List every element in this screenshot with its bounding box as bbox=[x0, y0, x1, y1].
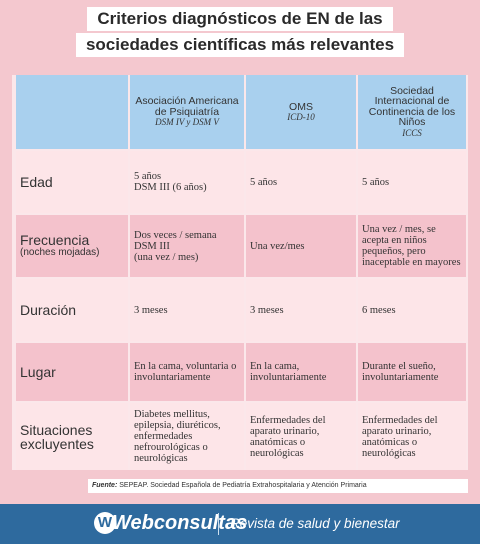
cell-apa: Diabetes mellitus, epilepsia, diuréticos… bbox=[130, 403, 244, 470]
table-row: Lugar En la cama, voluntaria o involunta… bbox=[12, 343, 468, 401]
row-label: Frecuencia (noches mojadas) bbox=[16, 215, 128, 277]
footer-bar: W Webconsultas Revista de salud y bienes… bbox=[0, 504, 480, 544]
row-label: Lugar bbox=[16, 343, 128, 401]
header-oms: OMS ICD-10 bbox=[246, 75, 356, 149]
cell-iccs: 5 años bbox=[358, 151, 466, 213]
cell-oms: Una vez/mes bbox=[246, 215, 356, 277]
cell-iccs: Enfermedades del aparato urinario, anató… bbox=[358, 403, 466, 470]
header-oms-sub: ICD-10 bbox=[287, 112, 315, 122]
header-apa-name: Asociación Americana de Psiquiatría bbox=[135, 95, 239, 118]
header-apa: Asociación Americana de Psiquiatría DSM … bbox=[130, 75, 244, 149]
header-iccs: Sociedad Internacional de Continencia de… bbox=[358, 75, 466, 149]
table-row: Frecuencia (noches mojadas) Dos veces / … bbox=[12, 215, 468, 277]
title-line-2: sociedades científicas más relevantes bbox=[75, 33, 405, 57]
table-row: Edad 5 años DSM III (6 años) 5 años 5 añ… bbox=[12, 151, 468, 213]
header-apa-sub: DSM IV y DSM V bbox=[155, 117, 219, 128]
footer-divider bbox=[218, 513, 219, 535]
table-row: Duración 3 meses 3 meses 6 meses bbox=[12, 279, 468, 341]
source-text: SEPEAP. Sociedad Española de Pediatría E… bbox=[119, 482, 367, 489]
cell-apa: 3 meses bbox=[130, 279, 244, 341]
row-label: Duración bbox=[16, 279, 128, 341]
row-label-main: Frecuencia bbox=[20, 232, 90, 248]
criteria-table: Asociación Americana de Psiquiatría DSM … bbox=[12, 75, 468, 470]
source-note: Fuente: SEPEAP. Sociedad Española de Ped… bbox=[88, 479, 468, 493]
tagline: Revista de salud y bienestar bbox=[230, 516, 400, 531]
header-empty-cell bbox=[16, 75, 128, 149]
title: Criterios diagnósticos de EN de las soci… bbox=[0, 6, 480, 58]
title-line-1: Criterios diagnósticos de EN de las bbox=[87, 7, 393, 31]
cell-oms: Enfermedades del aparato urinario, anató… bbox=[246, 403, 356, 470]
header-oms-name: OMS bbox=[289, 100, 313, 113]
row-label-sub: (noches mojadas) bbox=[20, 247, 100, 258]
table-row: Situaciones excluyentes Diabetes mellitu… bbox=[12, 403, 468, 470]
brand-name[interactable]: Webconsultas bbox=[112, 512, 248, 534]
cell-oms: 3 meses bbox=[246, 279, 356, 341]
cell-oms: En la cama, involuntariamente bbox=[246, 343, 356, 401]
row-label: Situaciones excluyentes bbox=[16, 403, 128, 470]
header-iccs-name: Sociedad Internacional de Continencia de… bbox=[368, 84, 456, 129]
cell-apa: Dos veces / semana DSM III (una vez / me… bbox=[130, 215, 244, 277]
header-iccs-sub: ICCS bbox=[402, 127, 422, 138]
row-label: Edad bbox=[16, 151, 128, 213]
webconsultas-logo-icon: W bbox=[94, 512, 116, 534]
table-header-row: Asociación Americana de Psiquiatría DSM … bbox=[12, 75, 468, 149]
cell-iccs: Durante el sueño, involuntariamente bbox=[358, 343, 466, 401]
cell-iccs: 6 meses bbox=[358, 279, 466, 341]
cell-oms: 5 años bbox=[246, 151, 356, 213]
source-label: Fuente: bbox=[92, 482, 118, 489]
cell-apa: 5 años DSM III (6 años) bbox=[130, 151, 244, 213]
cell-apa: En la cama, voluntaria o involuntariamen… bbox=[130, 343, 244, 401]
cell-iccs: Una vez / mes, se acepta en niños pequeñ… bbox=[358, 215, 466, 277]
